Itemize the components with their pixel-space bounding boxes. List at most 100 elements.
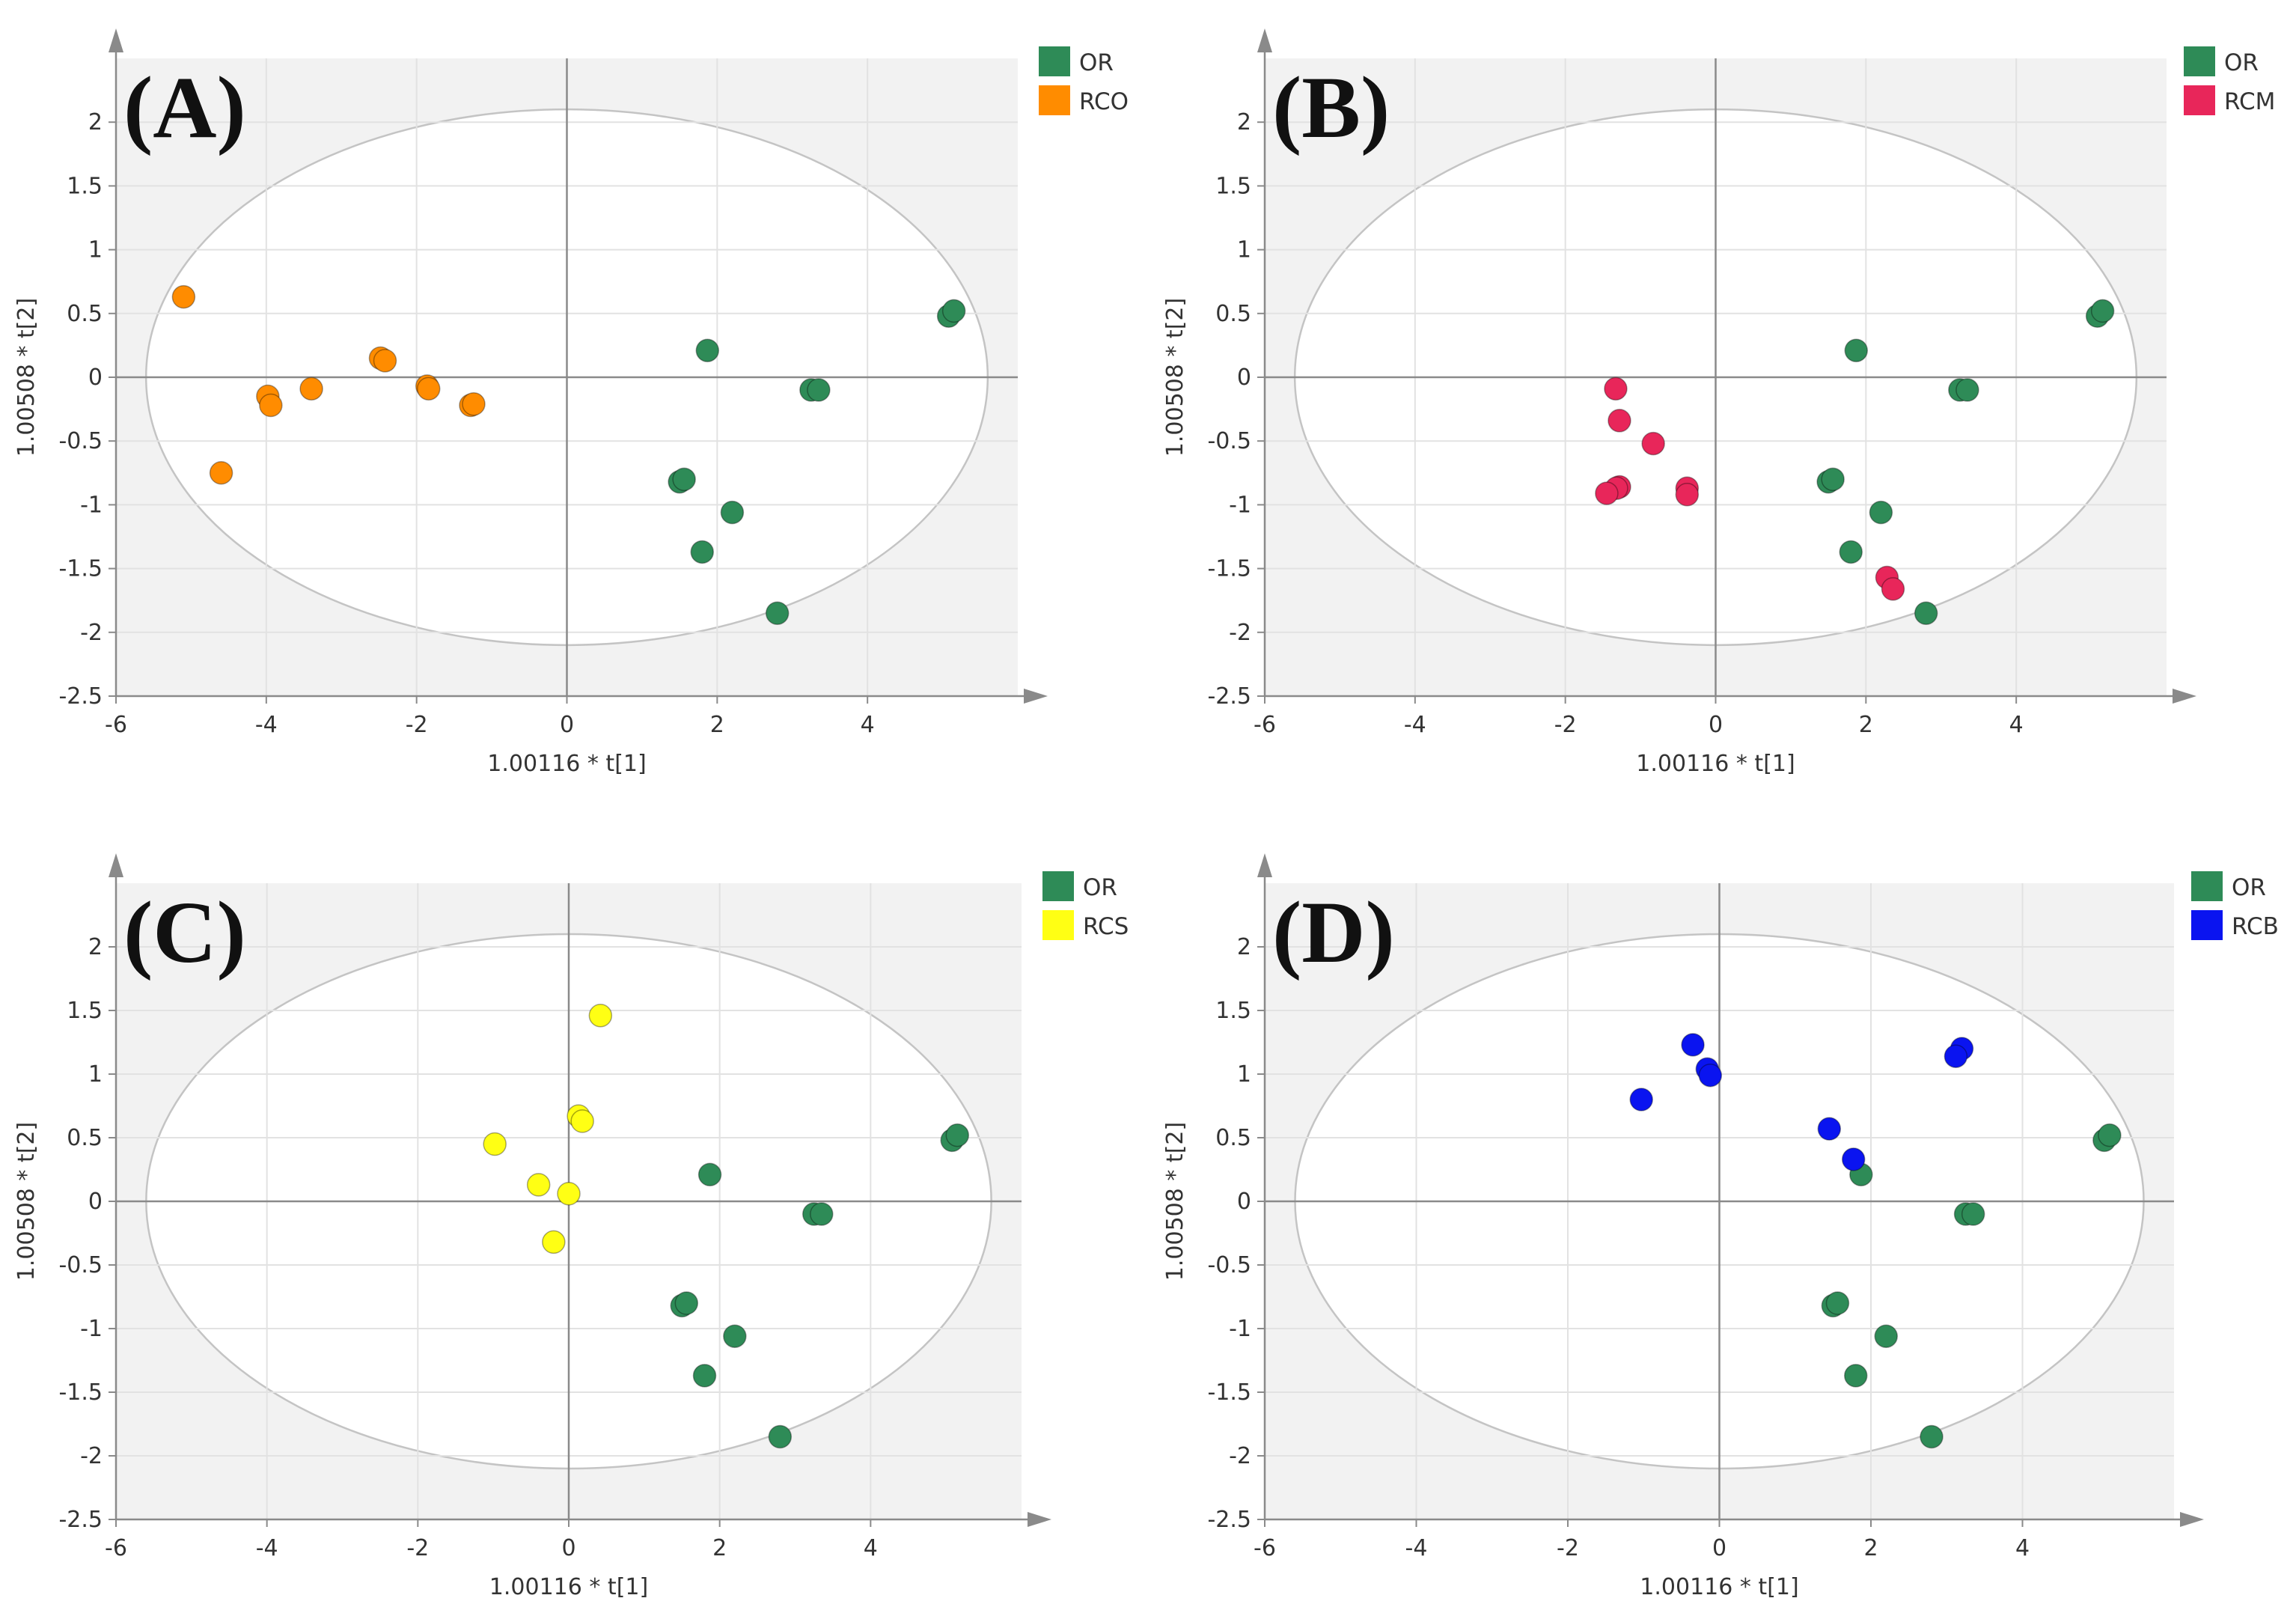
data-point [1920, 1424, 1944, 1449]
y-tick-label: 2 [88, 934, 103, 960]
x-axis-arrow [2173, 689, 2196, 704]
y-tick-label: -1 [1229, 492, 1251, 518]
data-point [1681, 1033, 1705, 1057]
x-tick-label: -4 [1405, 1535, 1428, 1561]
data-point [1825, 1291, 1850, 1315]
data-point [1817, 1117, 1842, 1141]
legend-label: RCB [2232, 913, 2279, 940]
y-axis-label: 1.00508 * t[2] [13, 298, 40, 457]
y-tick-label: -2.5 [1207, 683, 1251, 710]
y-tick-label: -2.5 [58, 683, 103, 710]
series-or [670, 1123, 970, 1449]
y-tick-label: 1.5 [1215, 173, 1251, 199]
y-tick-label: -0.5 [1207, 428, 1251, 454]
y-tick-label: 1.5 [1215, 998, 1251, 1024]
x-tick-label: -6 [1254, 712, 1276, 738]
data-point [1595, 481, 1619, 505]
data-point [695, 338, 720, 362]
data-point [1841, 1147, 1866, 1171]
y-tick-label: -1.5 [58, 556, 103, 582]
x-tick-label: -2 [406, 1535, 429, 1561]
panel-c: -6 -4 -2 0 2 4 -2.5 -2 -1.5 -1 -0.5 0 0.5 1 1.5 2 1.0011… [13, 853, 1129, 1600]
series-rcs [483, 1004, 613, 1254]
data-point [570, 1109, 594, 1133]
data-point [720, 500, 745, 525]
y-tick-label: 0 [88, 365, 103, 391]
series-rcm [1595, 376, 1905, 601]
series-rco [171, 284, 486, 485]
data-point [674, 1291, 699, 1315]
data-point [765, 601, 790, 625]
x-tick-label: 4 [2009, 712, 2024, 738]
data-point [692, 1364, 717, 1388]
data-point [723, 1324, 747, 1348]
panel-a: -6 -4 -2 0 2 4 -2.5 -2 -1.5 -1 -0.5 0 0.5 1 1.5 2 1.0011… [13, 28, 1129, 777]
y-tick-label: -1 [80, 1316, 103, 1342]
y-tick-label: 0.5 [1215, 301, 1251, 327]
data-point [1604, 376, 1628, 401]
x-axis-arrow [2180, 1512, 2204, 1527]
y-tick-label: -0.5 [1207, 1252, 1251, 1278]
y-tick-label: 0.5 [67, 1125, 103, 1151]
y-tick-label: -1 [80, 492, 103, 518]
y-tick-label: 1 [1237, 237, 1251, 263]
y-tick-label: -2.5 [1207, 1507, 1251, 1533]
data-point [807, 378, 831, 402]
legend-label: OR [1079, 49, 1114, 76]
legend-label: OR [2232, 874, 2266, 901]
y-axis-arrow [1257, 853, 1272, 877]
x-tick-label: -6 [105, 712, 127, 738]
x-axis-label: 1.00116 * t[1] [489, 1574, 648, 1600]
legend-swatch [1039, 85, 1070, 115]
series-rcb [1629, 1033, 1974, 1171]
data-point [672, 467, 696, 492]
data-point [1839, 540, 1863, 564]
x-tick-label: 0 [561, 1535, 575, 1561]
data-point [1955, 378, 1979, 402]
x-tick-label: -2 [1557, 1535, 1579, 1561]
x-tick-label: 2 [710, 712, 724, 738]
x-tick-label: -2 [1554, 712, 1577, 738]
legend-label: OR [2224, 49, 2259, 76]
data-point [462, 392, 486, 416]
x-tick-label: 0 [560, 712, 574, 738]
y-tick-label: -2 [80, 620, 103, 646]
panel-label: (C) [123, 883, 246, 981]
x-axis-label: 1.00116 * t[1] [1640, 1574, 1798, 1600]
data-point [588, 1004, 613, 1028]
y-axis-label: 1.00508 * t[2] [1162, 298, 1188, 457]
data-point [1675, 483, 1700, 507]
data-point [483, 1132, 507, 1156]
data-point [2090, 299, 2115, 323]
x-tick-label: 4 [861, 712, 875, 738]
legend-label: RCM [2224, 88, 2275, 115]
data-point [941, 299, 966, 323]
y-tick-label: 0.5 [67, 301, 103, 327]
y-tick-label: -1 [1229, 1316, 1251, 1342]
data-point [299, 376, 323, 401]
legend: OR RCS [1042, 871, 1129, 940]
data-point [1944, 1044, 1968, 1068]
series-or [1821, 1123, 2122, 1449]
data-point [1844, 1364, 1868, 1388]
y-tick-label: -1.5 [1207, 1379, 1251, 1406]
x-axis-arrow [1028, 1512, 1051, 1527]
panel-label: (B) [1272, 58, 1390, 156]
y-tick-label: 1.5 [67, 998, 103, 1024]
legend: OR RCB [2191, 871, 2279, 940]
data-point [1629, 1088, 1653, 1112]
legend-label: RCO [1079, 88, 1129, 115]
series-or [1816, 299, 2115, 625]
y-axis-label: 1.00508 * t[2] [1162, 1122, 1188, 1281]
legend-swatch [2184, 46, 2215, 76]
y-tick-label: -2.5 [58, 1507, 103, 1533]
y-tick-label: 1 [1237, 1061, 1251, 1088]
data-point [1881, 577, 1905, 601]
x-tick-label: -4 [1404, 712, 1426, 738]
y-tick-label: 0 [1237, 365, 1251, 391]
x-tick-label: 0 [1709, 712, 1723, 738]
y-tick-label: 1 [88, 237, 103, 263]
x-tick-label: 4 [2015, 1535, 2030, 1561]
x-axis-arrow [1024, 689, 1048, 704]
